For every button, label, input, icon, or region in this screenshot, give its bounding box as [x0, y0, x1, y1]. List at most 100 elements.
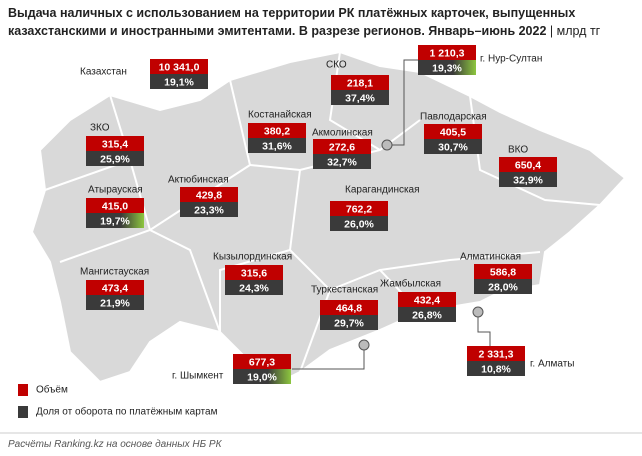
- share-value: 10,8%: [481, 363, 511, 375]
- share-value: 23,3%: [194, 204, 224, 216]
- region-name: г. Алматы: [530, 359, 574, 370]
- share-box: [180, 202, 238, 217]
- volume-box: [86, 136, 144, 151]
- share-box: [330, 216, 388, 231]
- volume-box: [180, 187, 238, 202]
- volume-box: [225, 265, 283, 280]
- share-value: 24,3%: [239, 282, 269, 294]
- city-marker: [472, 306, 484, 318]
- region-name: Кызылординская: [213, 252, 292, 263]
- volume-value: 380,2: [264, 125, 290, 137]
- share-value: 28,0%: [488, 281, 518, 293]
- volume-value: 272,6: [329, 141, 355, 153]
- volume-box: [86, 198, 144, 213]
- share-box: [86, 151, 144, 166]
- region-name: Павлодарская: [420, 112, 487, 123]
- share-box: [467, 361, 525, 376]
- region-name: Акмолинская: [312, 128, 373, 139]
- volume-box: [86, 280, 144, 295]
- share-value: 19,7%: [100, 215, 130, 227]
- share-box: [86, 213, 144, 228]
- volume-box: [424, 124, 482, 139]
- volume-value: 464,8: [336, 302, 362, 314]
- share-value: 32,9%: [513, 174, 543, 186]
- share-box: [233, 369, 291, 384]
- share-box: [418, 60, 476, 75]
- share-value: 31,6%: [262, 140, 292, 152]
- volume-box: [467, 346, 525, 361]
- unit: | млрд тг: [549, 24, 601, 38]
- region-name: ВКО: [508, 145, 528, 156]
- volume-box: [150, 59, 208, 74]
- city-marker: [381, 139, 393, 151]
- volume-value: 2 331,3: [478, 348, 513, 360]
- title-block: Выдача наличных с использованием на терр…: [8, 4, 638, 40]
- share-value: 26,0%: [344, 218, 374, 230]
- volume-box: [248, 123, 306, 138]
- connector: [292, 345, 365, 370]
- share-box: [424, 139, 482, 154]
- volume-box: [499, 157, 557, 172]
- share-box: [86, 295, 144, 310]
- share-box: [474, 279, 532, 294]
- region-name: Карагандинская: [345, 185, 420, 196]
- share-box: [313, 154, 371, 169]
- volume-value: 473,4: [102, 282, 128, 294]
- region-name: Жамбылская: [380, 278, 441, 290]
- connector: [477, 312, 491, 346]
- share-value: 21,9%: [100, 297, 130, 309]
- region-name: Атырауская: [88, 185, 143, 196]
- legend-label: Доля от оборота по платёжным картам: [36, 406, 218, 418]
- share-value: 26,8%: [412, 309, 442, 321]
- share-box: [150, 74, 208, 89]
- volume-value: 650,4: [515, 159, 541, 171]
- region-name: ЗКО: [90, 123, 110, 134]
- share-value: 37,4%: [345, 92, 375, 104]
- volume-value: 586,8: [490, 266, 516, 278]
- volume-box: [398, 292, 456, 307]
- share-value: 29,7%: [334, 317, 364, 329]
- legend-label: Объём: [36, 384, 68, 396]
- share-value: 32,7%: [327, 156, 357, 168]
- volume-box: [331, 75, 389, 90]
- region-name: Казахстан: [80, 67, 127, 78]
- share-box: [331, 90, 389, 105]
- volume-value: 1 210,3: [429, 47, 464, 59]
- volume-value: 315,6: [241, 267, 267, 279]
- volume-value: 218,1: [347, 77, 373, 89]
- volume-value: 415,0: [102, 200, 128, 212]
- volume-value: 10 341,0: [159, 61, 200, 73]
- connector: [387, 59, 418, 146]
- share-value: 19,3%: [432, 62, 462, 74]
- region-name: г. Нур-Султан: [480, 54, 542, 65]
- share-box: [248, 138, 306, 153]
- volume-box: [233, 354, 291, 369]
- region-name: СКО: [326, 60, 347, 71]
- share-value: 19,1%: [164, 76, 194, 88]
- volume-box: [313, 139, 371, 154]
- region-name: Костанайская: [248, 110, 312, 121]
- legend-swatch-volume: [18, 384, 28, 396]
- volume-value: 762,2: [346, 203, 372, 215]
- share-value: 25,9%: [100, 153, 130, 165]
- volume-value: 432,4: [414, 294, 440, 306]
- share-value: 30,7%: [438, 141, 468, 153]
- volume-value: 429,8: [196, 189, 222, 201]
- region-name: г. Шымкент: [172, 371, 224, 382]
- volume-value: 677,3: [249, 356, 275, 368]
- share-box: [225, 280, 283, 295]
- share-box: [499, 172, 557, 187]
- share-value: 19,0%: [247, 371, 277, 383]
- share-box: [398, 307, 456, 322]
- region-name: Алматинская: [460, 252, 521, 263]
- region-name: Туркестанская: [311, 285, 378, 296]
- title: Выдача наличных с использованием на терр…: [8, 6, 576, 38]
- region-name: Мангистауская: [80, 267, 149, 278]
- share-box: [320, 315, 378, 330]
- volume-box: [330, 201, 388, 216]
- volume-box: [474, 264, 532, 279]
- source: Расчёты Ranking.kz на основе данных НБ Р…: [8, 439, 222, 450]
- region-name: Актюбинская: [168, 174, 229, 186]
